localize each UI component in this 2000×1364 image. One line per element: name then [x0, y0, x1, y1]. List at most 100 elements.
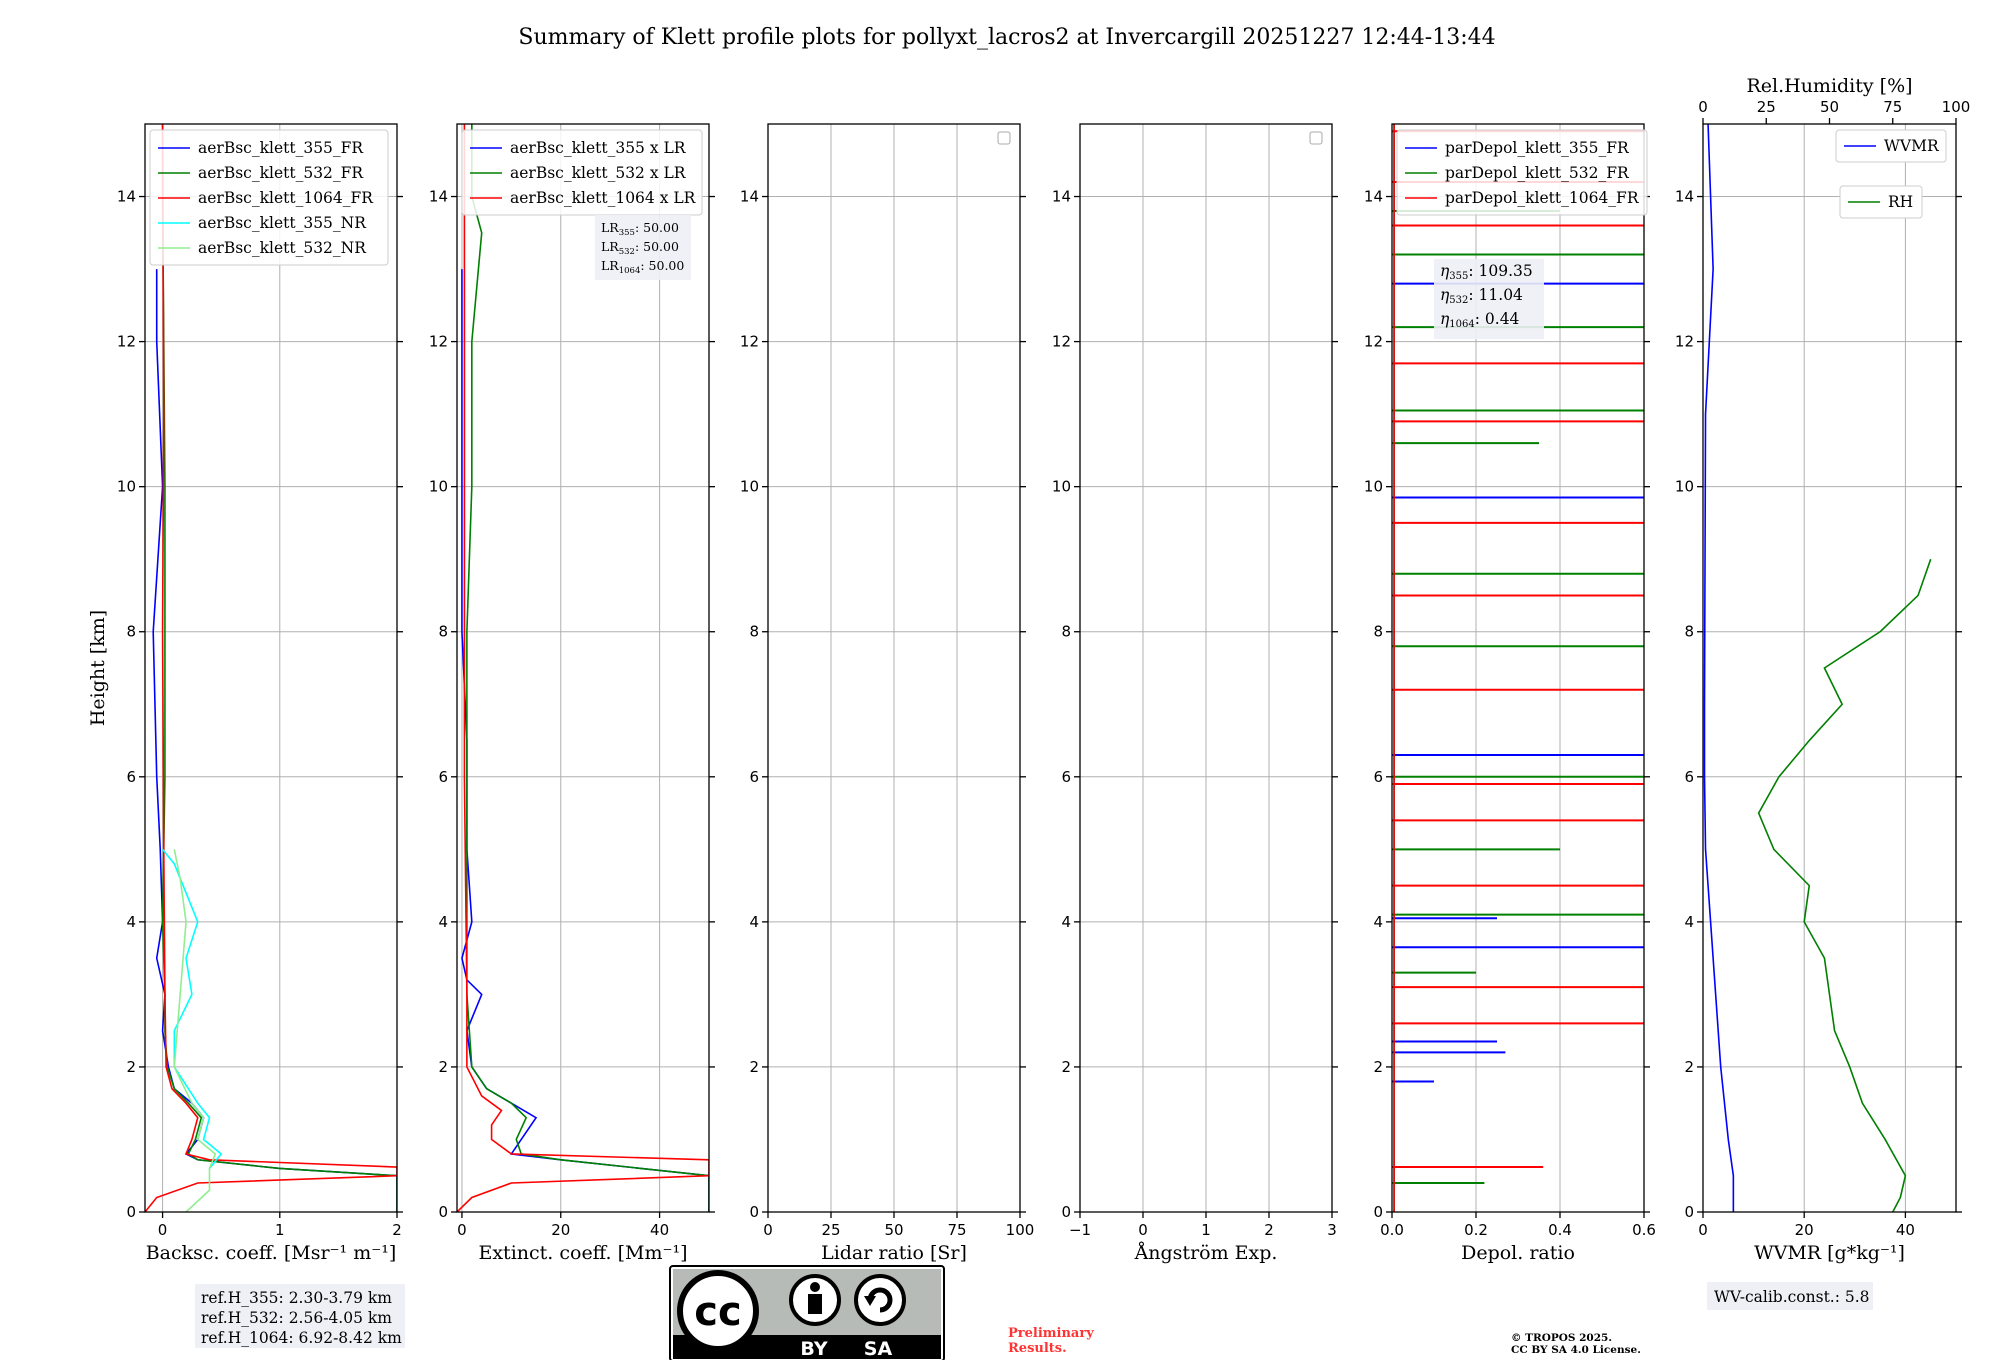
- legend-label: aerBsc_klett_355_NR: [198, 214, 367, 232]
- ytick-label: 0: [1061, 1203, 1071, 1221]
- annotation-bg: [595, 215, 691, 280]
- ytick-label: 6: [1373, 768, 1383, 786]
- series-group: [145, 124, 397, 1212]
- ytick-label: 12: [1675, 333, 1694, 351]
- ytick-label: 2: [749, 1058, 759, 1076]
- ytick-label: 8: [749, 623, 759, 641]
- xtick-label: 2: [1264, 1221, 1274, 1239]
- x-axis-label: Extinct. coeff. [Mm⁻¹]: [478, 1242, 687, 1264]
- xtick-label: 0: [1698, 1221, 1708, 1239]
- ytick-label: 8: [1061, 623, 1071, 641]
- cc-by-sa-logo: cc BY SA: [669, 1265, 945, 1362]
- legend-box: [149, 129, 389, 266]
- ytick-label: 12: [740, 333, 759, 351]
- annotation-line: η355: 109.35: [1440, 262, 1533, 282]
- xtick-label: 40: [650, 1221, 669, 1239]
- ytick-label: 4: [126, 913, 136, 931]
- x-axis-label: Depol. ratio: [1461, 1242, 1575, 1264]
- line-aerBsc_klett_532 x LR: [466, 124, 709, 1212]
- preliminary-line-2: Results.: [1008, 1341, 1067, 1356]
- xtick-label: 0.0: [1380, 1221, 1404, 1239]
- ytick-label: 4: [1373, 913, 1383, 931]
- ytick-label: 6: [749, 768, 759, 786]
- panel-depol: 0 2 4 6 8 10 12 14 0.0 0.2 0.4 0.6 Depol. ratio parDe…: [1364, 123, 1656, 1264]
- annotation-line: η532: 11.04: [1440, 286, 1523, 306]
- ytick-label: 12: [117, 333, 136, 351]
- xtick-label: 50: [884, 1221, 903, 1239]
- ytick-label: 8: [1373, 623, 1383, 641]
- xtick-label: 0: [763, 1221, 773, 1239]
- line-aerBsc_klett_1064_FR: [145, 124, 397, 1212]
- line-aerBsc_klett_355 x LR: [461, 269, 709, 1212]
- top-xtick-label: 0: [1698, 98, 1708, 116]
- ytick-label: 8: [1684, 623, 1694, 641]
- ref-height-box: ref.H_355: 2.30-3.79 km ref.H_532: 2.56-…: [195, 1284, 405, 1348]
- cc-circle-icon: [677, 1270, 759, 1352]
- panel-ext: 0 2 4 6 8 10 12 14 0 20 40 Extinct. coeff. [Mm⁻¹] ae…: [429, 123, 715, 1264]
- ytick-label: 14: [1675, 188, 1694, 206]
- preliminary-note: Preliminary Results.: [1008, 1326, 1094, 1356]
- xtick-label: 0.4: [1548, 1221, 1572, 1239]
- axes-frame: [1391, 123, 1645, 1213]
- xtick-label: 1: [275, 1221, 285, 1239]
- ytick-label: 2: [438, 1058, 448, 1076]
- ytick-label: 0: [438, 1203, 448, 1221]
- ytick-label: 10: [1675, 478, 1694, 496]
- legend-label: aerBsc_klett_355 x LR: [510, 139, 687, 157]
- ytick-label: 4: [749, 913, 759, 931]
- ytick-label: 10: [740, 478, 759, 496]
- annotation-box: η355: 109.35 η532: 11.04 η1064: 0.44: [1434, 259, 1544, 339]
- annotation-line: LR532: 50.00: [601, 239, 679, 257]
- ytick-label: 12: [429, 333, 448, 351]
- ytick-label: 14: [740, 188, 759, 206]
- ytick-label: 2: [1061, 1058, 1071, 1076]
- ytick-label: 0: [749, 1203, 759, 1221]
- panel-wv: 0 2 4 6 8 10 12 14 0 20 40 WVMR [g*kg⁻¹] 0 25 50 75 100 R…: [1675, 75, 1970, 1264]
- xtick-label: −1: [1069, 1221, 1091, 1239]
- ytick-label: 14: [1364, 188, 1383, 206]
- panel-lr: 0 2 4 6 8 10 12 14 0 25 50 75 100 Lidar ratio [Sr]: [740, 123, 1034, 1264]
- empty-legend: [1309, 131, 1323, 145]
- legend-box: [1396, 129, 1648, 216]
- ytick-label: 14: [1052, 188, 1071, 206]
- ytick-label: 6: [1061, 768, 1071, 786]
- legend-label: parDepol_klett_532_FR: [1445, 164, 1630, 182]
- legend-label: aerBsc_klett_1064 x LR: [510, 189, 697, 207]
- legend-label: aerBsc_klett_1064_FR: [198, 189, 374, 207]
- xtick-label: 0: [158, 1221, 168, 1239]
- xtick-label: 0.2: [1464, 1221, 1488, 1239]
- ytick-label: 0: [126, 1203, 136, 1221]
- ytick-label: 2: [126, 1058, 136, 1076]
- x-axis-label: Ångström Exp.: [1134, 1242, 1278, 1264]
- cc-text: cc: [694, 1289, 741, 1335]
- ytick-label: 10: [1364, 478, 1383, 496]
- annotation-line: LR1064: 50.00: [601, 258, 684, 276]
- xtick-label: 1: [1201, 1221, 1211, 1239]
- share-alike-icon: [854, 1274, 906, 1326]
- line-aerBsc_klett_355_NR: [161, 848, 223, 1169]
- annotation-line: η1064: 0.44: [1440, 310, 1520, 330]
- legend-label: RH: [1888, 193, 1913, 211]
- top-xtick-label: 50: [1820, 98, 1839, 116]
- legend-label: aerBsc_klett_532_FR: [198, 164, 364, 182]
- legend-box: [1839, 185, 1923, 219]
- sa-label: SA: [864, 1338, 893, 1360]
- ytick-label: 12: [1364, 333, 1383, 351]
- copyright-note: © TROPOS 2025. CC BY SA 4.0 License.: [1511, 1332, 1641, 1356]
- ytick-label: 6: [438, 768, 448, 786]
- legend-label: aerBsc_klett_532 x LR: [510, 164, 687, 182]
- top-xtick-label: 25: [1757, 98, 1776, 116]
- line-aerBsc_klett_355_FR: [152, 269, 397, 1212]
- xtick-label: 0.6: [1632, 1221, 1656, 1239]
- xtick-label: 20: [551, 1221, 570, 1239]
- ytick-label: 4: [1684, 913, 1694, 931]
- ytick-label: 10: [117, 478, 136, 496]
- ytick-label: 4: [438, 913, 448, 931]
- xtick-label: 3: [1327, 1221, 1337, 1239]
- axes-frame: [456, 123, 710, 1213]
- top-xtick-label: 75: [1883, 98, 1902, 116]
